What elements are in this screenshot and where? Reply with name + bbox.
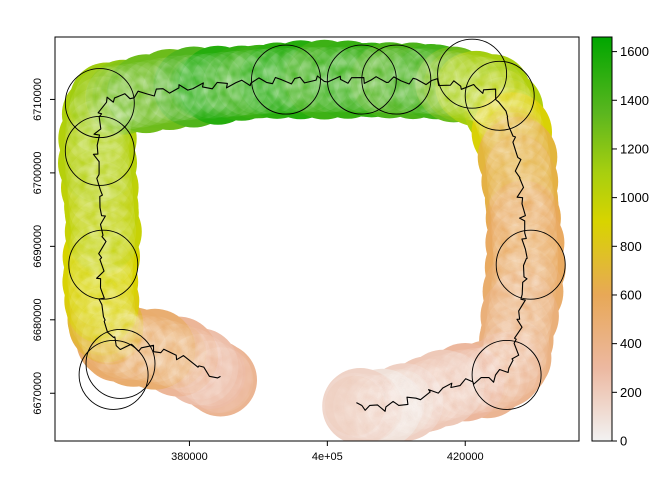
y-tick-label: 6710000 [32,78,44,121]
route-path [92,75,528,412]
y-tick-label: 6670000 [32,372,44,415]
legend-ticks: 0 200 400 600 800 1000 1200 1400 1600 [612,44,649,449]
buffer-circle [437,38,508,109]
legend-tick-label: 1600 [620,44,649,59]
route-line [92,75,528,412]
legend-tick-label: 1200 [620,141,649,156]
elevation-legend: 0 200 400 600 800 1000 1200 1400 1600 [591,36,649,449]
legend-tick-label: 1400 [620,93,649,108]
terrain-texture-patch [322,372,388,439]
buffer-circle [85,328,156,399]
buffer-circle [464,60,535,131]
y-tick-label: 6690000 [32,225,44,268]
legend-tick-label: 800 [620,239,642,254]
legend-tick-label: 400 [620,336,642,351]
buffer-circle [78,339,149,410]
y-tick-label: 6680000 [32,298,44,341]
legend-colorbar [591,36,613,442]
y-axis: 6670000 6680000 6690000 6700000 6710000 [32,78,55,415]
buffer-outline [96,80,526,408]
legend-tick-label: 1000 [620,190,649,205]
legend-tick-label: 200 [620,385,642,400]
x-tick-label: 420000 [447,451,484,463]
buffer-circle [251,44,321,115]
buffer-circle [361,44,432,115]
map-panel-frame [54,36,580,442]
buffer-circle [68,229,139,300]
buffer-circle [495,229,566,300]
buffer-circle [471,339,542,410]
buffer-circle [326,44,397,115]
y-tick-label: 6700000 [32,151,44,194]
x-axis: 380000 4e+05 420000 [171,441,484,463]
buffer-circles [64,38,566,410]
x-tick-label: 380000 [171,451,208,463]
legend-tick-label: 0 [620,434,627,449]
legend-tick-label: 600 [620,287,642,302]
buffer-circle [64,68,135,139]
x-tick-label: 4e+05 [312,451,343,463]
